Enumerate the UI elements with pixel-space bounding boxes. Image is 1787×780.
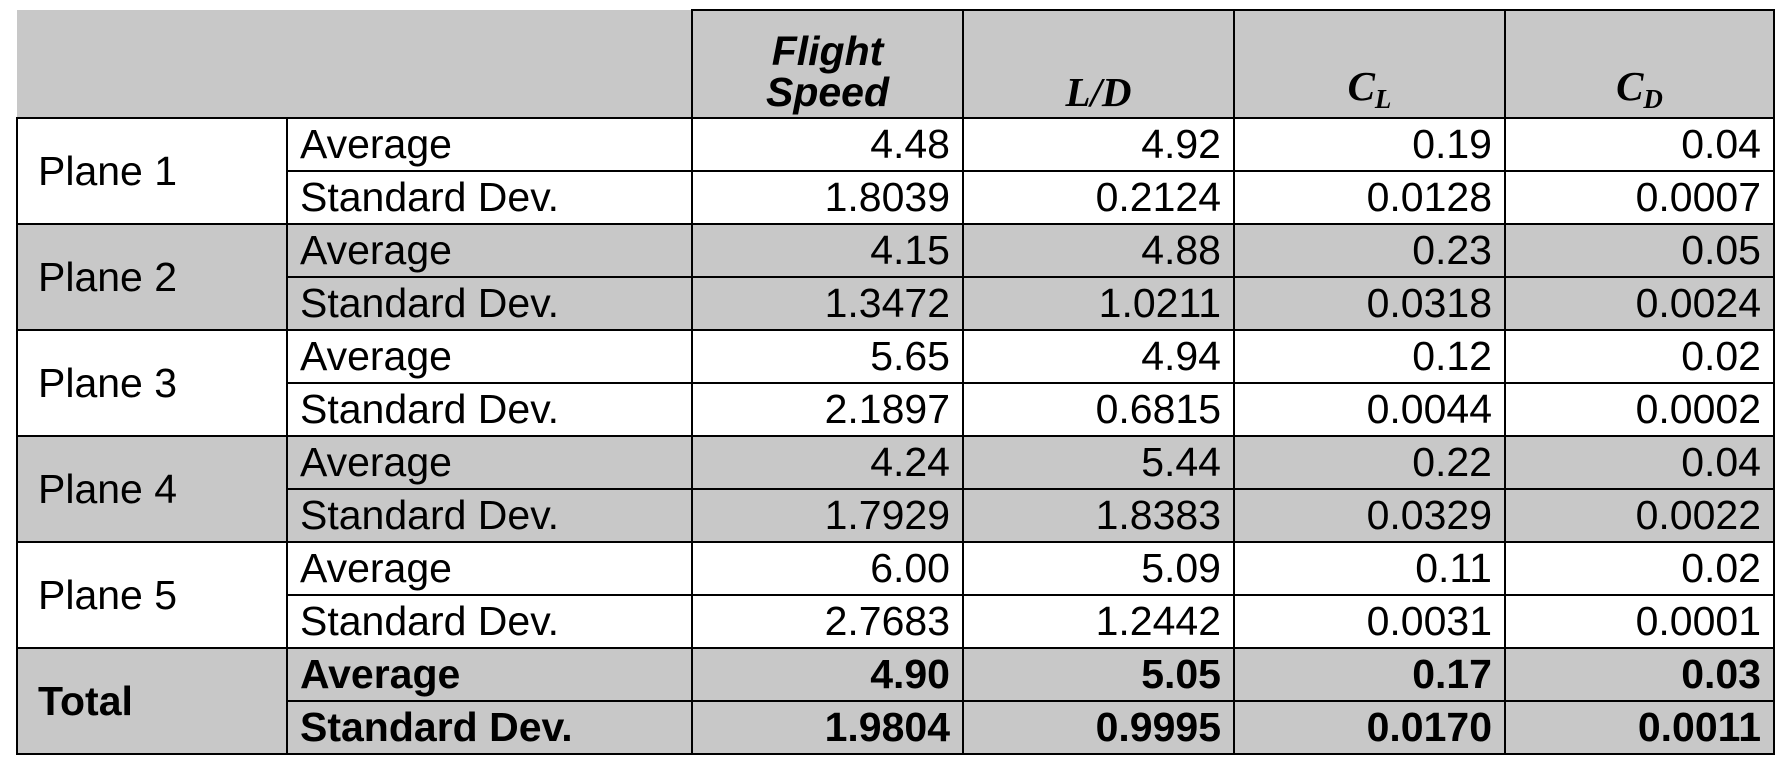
value-cell: 0.12 (1233, 329, 1506, 384)
value-cell: 0.23 (1233, 223, 1506, 278)
value-cell: 0.0044 (1233, 382, 1506, 437)
value-cell: 0.04 (1504, 435, 1775, 490)
stat-label: Average (286, 223, 693, 278)
group-label: Plane 3 (16, 329, 288, 437)
header-subscript: L (1374, 84, 1392, 114)
stat-label: Standard Dev. (286, 700, 693, 755)
value-cell: 0.22 (1233, 435, 1506, 490)
value-cell: 0.11 (1233, 541, 1506, 596)
stat-label: Standard Dev. (286, 594, 693, 649)
data-row: Standard Dev. 2.7683 1.2442 0.0031 0.0001 (17, 594, 1775, 649)
stat-label: Average (286, 541, 693, 596)
value-cell: 0.0002 (1504, 382, 1775, 437)
value-cell: 5.65 (691, 329, 964, 384)
stat-label: Standard Dev. (286, 382, 693, 437)
data-row: Plane 5 Average 6.00 5.09 0.11 0.02 (16, 541, 1775, 649)
value-cell: 4.15 (691, 223, 964, 278)
header-cell: L/D (962, 9, 1235, 119)
header-text: C (1616, 63, 1644, 109)
value-cell: 0.6815 (962, 382, 1235, 437)
header-text: Flight (771, 28, 884, 74)
value-cell: 4.94 (962, 329, 1235, 384)
data-table: Flight Speed L/D CL CD Plane 1 Average 4.48 4.92… (16, 9, 1775, 755)
value-cell: 1.8039 (691, 170, 964, 225)
value-cell: 0.05 (1504, 223, 1775, 278)
value-cell: 6.00 (691, 541, 964, 596)
value-cell: 4.24 (691, 435, 964, 490)
data-row: Total Average 4.90 5.05 0.17 0.03 (16, 647, 1775, 755)
value-cell: 0.0011 (1504, 700, 1775, 755)
value-cell: 0.19 (1233, 117, 1506, 172)
header-text: C (1347, 63, 1375, 109)
corner-cell (17, 10, 692, 118)
data-row: Standard Dev. 1.7929 1.8383 0.0329 0.0022 (17, 488, 1775, 543)
value-cell: 0.0024 (1504, 276, 1775, 331)
header-cell: Flight Speed (691, 9, 964, 119)
header-text: Speed (765, 69, 890, 115)
value-cell: 0.17 (1233, 647, 1506, 702)
data-row: Standard Dev. 2.1897 0.6815 0.0044 0.0002 (17, 382, 1775, 437)
data-row: Plane 4 Average 4.24 5.44 0.22 0.04 (16, 435, 1775, 543)
value-cell: 4.90 (691, 647, 964, 702)
value-cell: 4.48 (691, 117, 964, 172)
header-cell: CL (1233, 9, 1506, 119)
value-cell: 5.09 (962, 541, 1235, 596)
group-label: Plane 4 (16, 435, 288, 543)
value-cell: 1.2442 (962, 594, 1235, 649)
stat-label: Average (286, 647, 693, 702)
value-cell: 0.0128 (1233, 170, 1506, 225)
value-cell: 0.0022 (1504, 488, 1775, 543)
data-row: Plane 1 Average 4.48 4.92 0.19 0.04 (16, 117, 1775, 225)
stat-label: Standard Dev. (286, 488, 693, 543)
value-cell: 0.04 (1504, 117, 1775, 172)
data-row: Plane 2 Average 4.15 4.88 0.23 0.05 (16, 223, 1775, 331)
value-cell: 1.0211 (962, 276, 1235, 331)
data-row: Standard Dev. 1.9804 0.9995 0.0170 0.0011 (17, 700, 1775, 755)
group-label: Plane 1 (16, 117, 288, 225)
data-row: Standard Dev. 1.8039 0.2124 0.0128 0.0007 (17, 170, 1775, 225)
value-cell: 1.7929 (691, 488, 964, 543)
value-cell: 0.2124 (962, 170, 1235, 225)
header-text: L/D (1065, 69, 1132, 115)
value-cell: 5.44 (962, 435, 1235, 490)
group-label: Total (16, 647, 288, 755)
stat-label: Average (286, 435, 693, 490)
header-cell: CD (1504, 9, 1775, 119)
value-cell: 0.0318 (1233, 276, 1506, 331)
header-subscript: D (1643, 84, 1663, 114)
value-cell: 4.88 (962, 223, 1235, 278)
stat-label: Standard Dev. (286, 276, 693, 331)
data-row: Standard Dev. 1.3472 1.0211 0.0318 0.0024 (17, 276, 1775, 331)
stat-label: Average (286, 117, 693, 172)
value-cell: 0.02 (1504, 329, 1775, 384)
value-cell: 2.7683 (691, 594, 964, 649)
data-row: Plane 3 Average 5.65 4.94 0.12 0.02 (16, 329, 1775, 437)
value-cell: 0.0007 (1504, 170, 1775, 225)
value-cell: 1.3472 (691, 276, 964, 331)
stat-label: Standard Dev. (286, 170, 693, 225)
value-cell: 2.1897 (691, 382, 964, 437)
value-cell: 0.0031 (1233, 594, 1506, 649)
value-cell: 0.03 (1504, 647, 1775, 702)
value-cell: 0.9995 (962, 700, 1235, 755)
value-cell: 0.0170 (1233, 700, 1506, 755)
group-label: Plane 2 (16, 223, 288, 331)
value-cell: 1.9804 (691, 700, 964, 755)
value-cell: 0.0329 (1233, 488, 1506, 543)
group-label: Plane 5 (16, 541, 288, 649)
value-cell: 5.05 (962, 647, 1235, 702)
value-cell: 1.8383 (962, 488, 1235, 543)
value-cell: 0.02 (1504, 541, 1775, 596)
value-cell: 4.92 (962, 117, 1235, 172)
header-row: Flight Speed L/D CL CD (17, 9, 1775, 119)
stat-label: Average (286, 329, 693, 384)
value-cell: 0.0001 (1504, 594, 1775, 649)
